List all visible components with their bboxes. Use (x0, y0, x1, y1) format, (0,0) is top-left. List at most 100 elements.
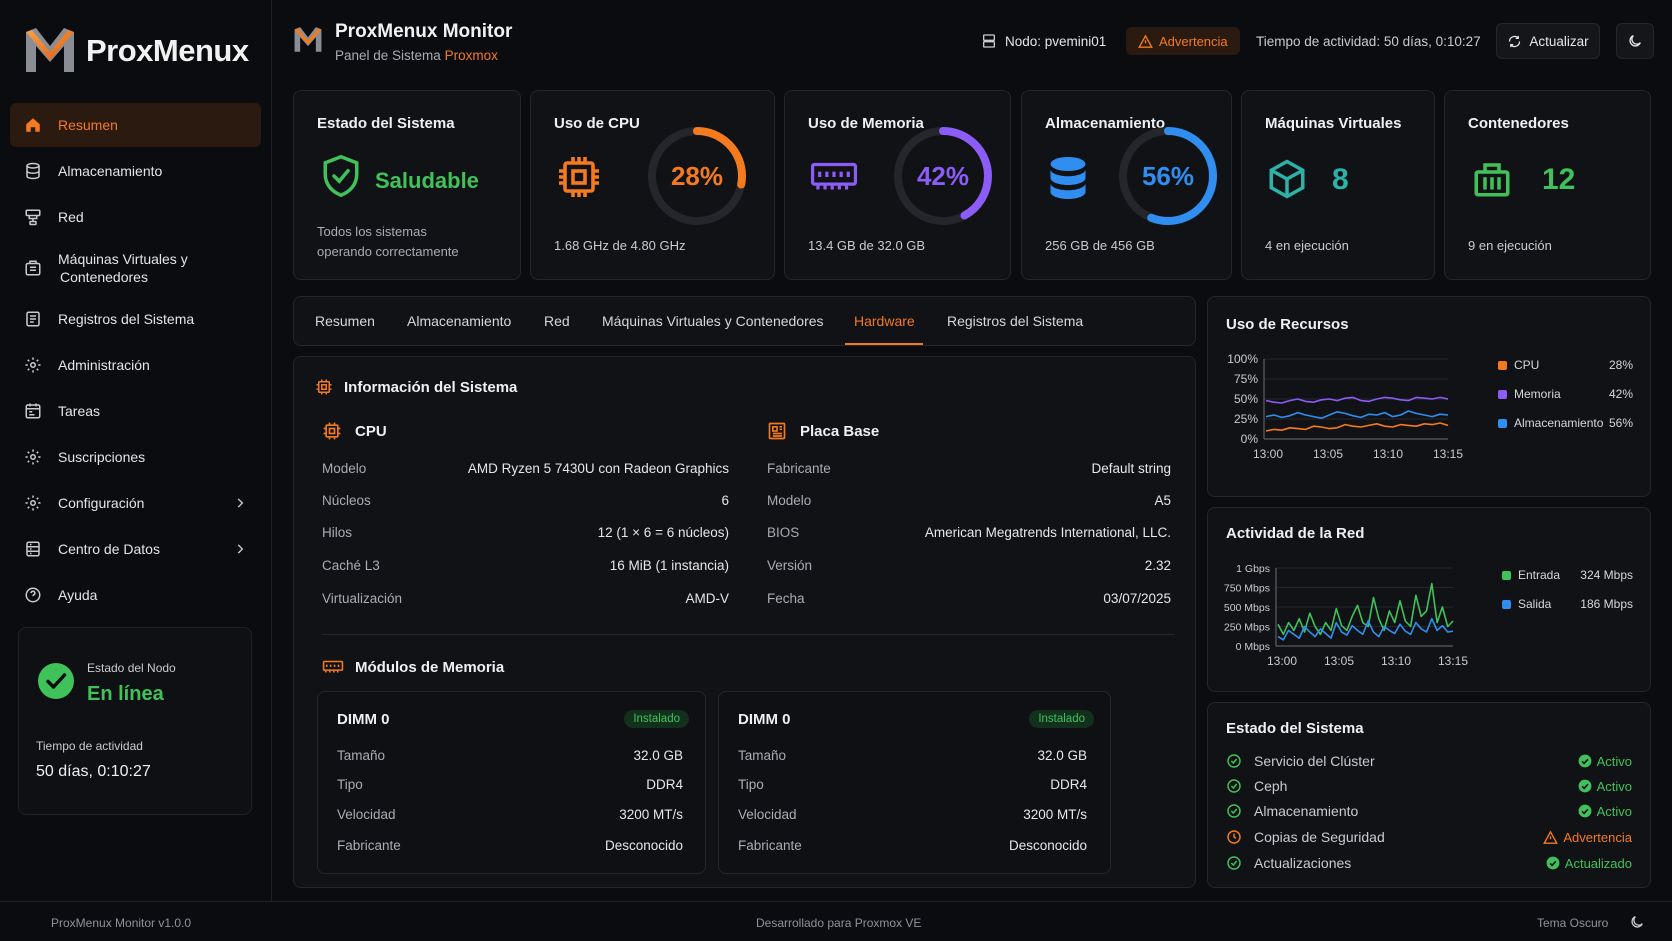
legend-label: Entrada (1518, 568, 1561, 582)
warning-label: Advertencia (1159, 33, 1228, 49)
app-subtitle: Panel de Sistema Proxmox (335, 48, 498, 63)
x-tick-label: 13:10 (1373, 447, 1403, 461)
legend-label: Salida (1518, 597, 1552, 611)
dimm-key: Tamaño (738, 748, 787, 763)
sidebar-item-label-line2: Contenedores (60, 269, 148, 285)
info-value: 03/07/2025 (1103, 591, 1171, 606)
system-status-desc: Todos los sistemas operando correctamente (317, 222, 459, 262)
sidebar-item-red[interactable]: Red (10, 195, 261, 239)
info-key: Fabricante (767, 461, 831, 476)
tab-almacenamiento[interactable]: Almacenamiento (407, 313, 512, 329)
theme-toggle-button[interactable] (1616, 23, 1654, 59)
sidebar-item-administracion[interactable]: Administración (10, 343, 261, 387)
memory-detail: 13.4 GB de 32.0 GB (808, 238, 926, 253)
series-line-memoria (1265, 396, 1449, 404)
series-line-almacenamiento (1265, 410, 1449, 419)
x-tick-label: 13:15 (1433, 447, 1463, 461)
status-text: Advertencia (1563, 829, 1632, 845)
legend-swatch (1498, 418, 1507, 428)
legend-swatch (1502, 570, 1511, 580)
system-status-title: Estado del Sistema (1226, 720, 1364, 737)
memory-modules-title: Módulos de Memoria (355, 659, 505, 676)
system-status-list-card: Estado del Sistema Servicio del Clúster … (1207, 702, 1651, 888)
dimm-name: DIMM 0 (337, 711, 390, 728)
info-key: BIOS (767, 525, 800, 540)
legend-cpu: CPU 28% (1498, 358, 1633, 372)
status-value: Activo (1578, 779, 1632, 794)
cpu-chip-icon (316, 379, 332, 395)
info-key: Modelo (322, 461, 367, 476)
desc-line1: Todos los sistemas (317, 224, 427, 239)
sidebar-item-almacenamiento[interactable]: Almacenamiento (10, 149, 261, 193)
subtitle-prefix: Panel de Sistema (335, 48, 441, 63)
sidebar-item-centro-datos[interactable]: Centro de Datos (10, 527, 261, 571)
cube-icon (1269, 159, 1305, 199)
status-text: Activo (1596, 803, 1632, 819)
gauge-arc (1119, 127, 1217, 225)
vms-detail: 4 en ejecución (1265, 238, 1349, 253)
sidebar-item-ayuda[interactable]: Ayuda (10, 573, 261, 617)
system-status-card: Estado del Sistema Saludable Todos los s… (293, 90, 521, 280)
cpu-gauge (648, 127, 746, 225)
sidebar: ProxMenux Resumen Almacenamiento Red Máq… (0, 0, 272, 901)
cpu-chip-icon (559, 157, 599, 197)
box-icon (25, 260, 41, 276)
info-value: American Megatrends International, LLC. (924, 525, 1171, 540)
sidebar-item-label: Resumen (58, 117, 118, 133)
legend-label: CPU (1514, 358, 1540, 372)
sidebar-item-registros[interactable]: Registros del Sistema (10, 297, 261, 341)
cpu-section-title: CPU (355, 423, 387, 440)
sidebar-item-resumen[interactable]: Resumen (10, 103, 261, 147)
system-status-value: Saludable (375, 168, 479, 193)
cpu-chip-icon (323, 422, 341, 440)
tab-vms[interactable]: Máquinas Virtuales y Contenedores (602, 313, 824, 329)
sidebar-item-label: Red (58, 209, 84, 225)
cpu-detail: 1.68 GHz de 4.80 GHz (554, 238, 686, 253)
info-key: Modelo (767, 493, 812, 508)
help-icon (25, 587, 41, 603)
tab-resumen[interactable]: Resumen (315, 313, 375, 329)
check-filled-icon (1578, 779, 1592, 793)
check-circle-icon (38, 663, 74, 699)
dimm-value: DDR4 (1050, 777, 1087, 792)
containers-detail: 9 en ejecución (1468, 238, 1552, 253)
gauge-arc (894, 127, 992, 225)
sidebar-item-tareas[interactable]: Tareas (10, 389, 261, 433)
vms-card: Máquinas Virtuales 8 4 en ejecución (1241, 90, 1435, 280)
refresh-icon (1509, 35, 1521, 47)
info-key: Caché L3 (322, 558, 380, 573)
desc-line2: operando correctamente (317, 244, 459, 259)
legend-label: Memoria (1514, 387, 1561, 401)
tab-registros[interactable]: Registros del Sistema (947, 313, 1084, 329)
refresh-button[interactable]: Actualizar (1496, 23, 1600, 59)
info-value: 2.32 (1144, 558, 1171, 573)
sidebar-item-label: Administración (58, 357, 150, 373)
proxmenux-logo-icon (26, 28, 74, 72)
status-label: Servicio del Clúster (1254, 753, 1375, 769)
gear-icon (25, 495, 41, 511)
sidebar-item-suscripciones[interactable]: Suscripciones (10, 435, 261, 479)
status-text: Activo (1596, 753, 1632, 769)
info-key: Virtualización (322, 591, 403, 606)
shield-check-icon (323, 154, 359, 198)
memory-card: Uso de Memoria 42% 13.4 GB de 32.0 GB (784, 90, 1011, 280)
sidebar-item-label-line1: Máquinas Virtuales y (58, 251, 188, 267)
legend-swatch (1498, 389, 1507, 399)
brand[interactable]: ProxMenux (24, 26, 249, 76)
status-row: Copias de Seguridad Advertencia (1226, 826, 1632, 848)
tab-red[interactable]: Red (544, 313, 570, 329)
tab-bar (293, 296, 1196, 346)
tab-hardware[interactable]: Hardware (854, 313, 915, 329)
status-value: Activo (1578, 804, 1632, 819)
status-value: Activo (1578, 754, 1632, 769)
sidebar-item-vms[interactable]: Máquinas Virtuales y Contenedores (10, 241, 261, 295)
installed-badge: Instalado (624, 710, 689, 728)
sidebar-item-label: Ayuda (58, 587, 98, 603)
series-line-entrada (1277, 582, 1454, 636)
moon-icon[interactable] (1629, 914, 1645, 930)
warning-badge[interactable]: Advertencia (1126, 27, 1240, 55)
subtitle-brand: Proxmox (444, 48, 498, 63)
status-value: Actualizado (1546, 856, 1632, 871)
vms-count: 8 (1332, 163, 1349, 196)
sidebar-item-configuracion[interactable]: Configuración (10, 481, 261, 525)
